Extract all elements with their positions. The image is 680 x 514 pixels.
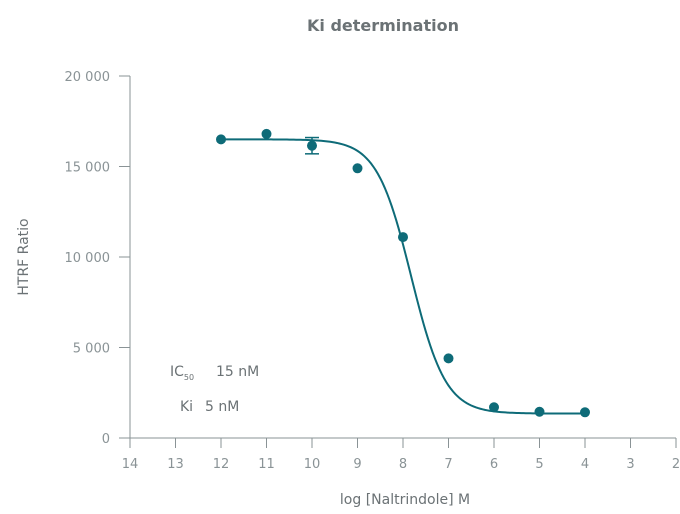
y-axis-label: HTRF Ratio: [16, 218, 32, 295]
x-tick-label: 3: [626, 457, 634, 472]
ki-value: 5 nM: [205, 399, 239, 415]
data-points: [216, 128, 590, 418]
x-tick-label: 4: [581, 457, 589, 472]
ic50-annotation: IC50 15 nM: [170, 364, 259, 382]
x-axis: 14 13 12 11 10 9 8 7 6 5 4 3 2: [122, 437, 680, 472]
data-point: [580, 407, 590, 418]
x-tick-label: 5: [535, 457, 543, 472]
y-tick-label: 0: [102, 432, 110, 447]
x-tick-label: 2: [672, 457, 680, 472]
x-tick-label: 13: [167, 457, 184, 472]
x-tick-label: 8: [399, 457, 407, 472]
y-axis: 0 5 000 10 000 15 000 20 000: [65, 70, 131, 447]
x-axis-label: log [Naltrindole] M: [340, 492, 470, 508]
data-point: [216, 134, 226, 145]
data-point: [443, 353, 454, 364]
data-point: [261, 128, 272, 139]
ki-label: Ki: [180, 399, 193, 415]
y-tick-label: 10 000: [65, 251, 111, 266]
ic50-label: IC: [170, 364, 184, 380]
data-point: [489, 402, 499, 413]
chart-title: Ki determination: [307, 16, 459, 35]
data-point: [352, 163, 363, 174]
y-tick-label: 5 000: [73, 342, 110, 357]
data-point: [398, 232, 408, 243]
fit-curve: [221, 138, 585, 415]
ki-annotation: Ki 5 nM: [180, 399, 239, 415]
x-tick-label: 9: [353, 457, 361, 472]
ic50-subscript: 50: [184, 373, 194, 382]
data-point: [534, 406, 545, 417]
data-point: [307, 140, 317, 151]
x-tick-label: 12: [213, 457, 230, 472]
svg-text:IC50: IC50: [170, 364, 194, 382]
y-tick-label: 20 000: [65, 70, 111, 85]
ic50-value: 15 nM: [216, 364, 259, 380]
y-tick-label: 15 000: [65, 161, 111, 176]
x-tick-label: 14: [122, 457, 139, 472]
x-tick-label: 10: [304, 457, 321, 472]
x-tick-label: 11: [258, 457, 275, 472]
x-tick-label: 6: [490, 457, 498, 472]
x-tick-label: 7: [444, 457, 452, 472]
